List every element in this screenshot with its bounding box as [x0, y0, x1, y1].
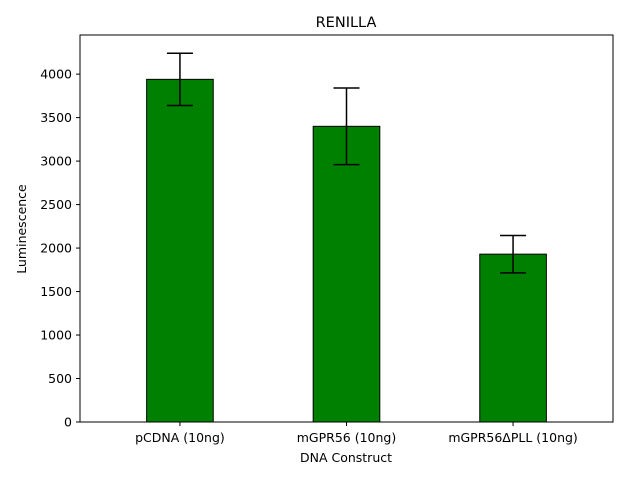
bar	[479, 253, 547, 423]
y-tick-label: 500	[48, 371, 72, 386]
x-tick-label: mGPR56 (10ng)	[297, 430, 396, 445]
y-axis-ticks: 0 500 1000 1500 2000 2500 3000 3500 4000	[40, 67, 80, 430]
bar	[312, 125, 381, 423]
y-tick-label: 2500	[40, 197, 72, 212]
chart-title: RENILLA	[316, 15, 377, 31]
y-tick-label: 0	[64, 415, 72, 430]
y-tick-label: 3500	[40, 110, 72, 125]
y-tick-label: 1500	[40, 284, 72, 299]
y-axis-label: Luminescence	[14, 184, 29, 274]
bar	[146, 78, 214, 423]
y-tick-label: 4000	[40, 67, 72, 82]
x-tick-label: mGPR56ΔPLL (10ng)	[448, 430, 578, 445]
y-tick-label: 1000	[40, 328, 72, 343]
x-axis-label: DNA Construct	[300, 450, 392, 465]
y-tick-label: 2000	[40, 241, 72, 256]
error-bars-layer	[166, 52, 527, 274]
x-axis-ticks: pCDNA (10ng) mGPR56 (10ng) mGPR56ΔPLL (10n…	[135, 422, 578, 445]
y-tick-label: 3000	[40, 154, 72, 169]
x-tick-label: pCDNA (10ng)	[135, 430, 225, 445]
